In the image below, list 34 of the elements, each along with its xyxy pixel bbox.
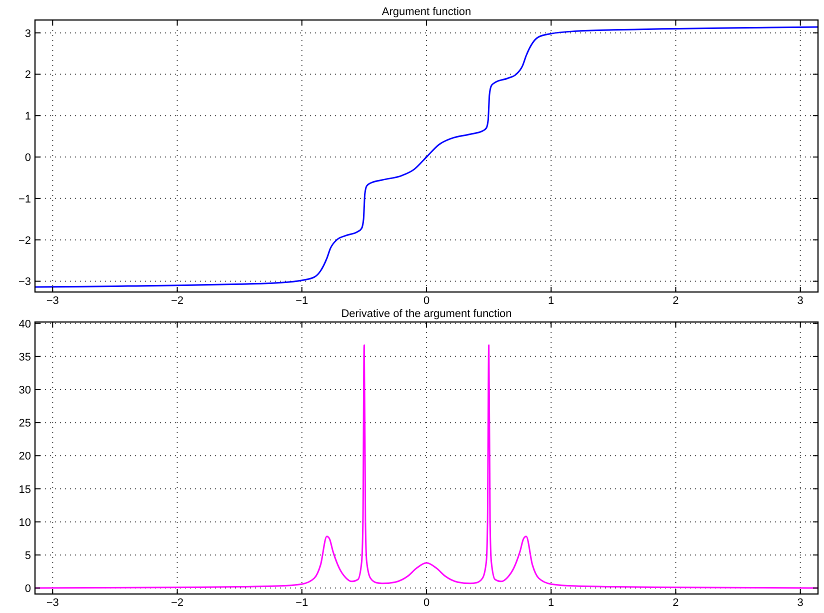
x-tick-label: −1	[296, 597, 308, 609]
y-tick-label: 10	[18, 516, 31, 529]
x-tick-label: 1	[548, 295, 554, 307]
y-tick-label: 20	[18, 450, 31, 463]
x-tick-label: −1	[296, 295, 308, 307]
y-tick-label: −2	[18, 234, 31, 247]
y-tick-label: −1	[18, 193, 31, 206]
y-tick-label: 1	[24, 110, 31, 123]
chart-title: Argument function	[382, 6, 472, 18]
y-tick-label: 15	[18, 484, 31, 496]
y-tick-label: 35	[18, 351, 31, 364]
x-tick-label: −2	[170, 295, 184, 307]
line-series	[34, 344, 819, 589]
y-tick-label: 0	[24, 583, 31, 596]
y-tick-label: 25	[18, 418, 31, 430]
y-tick-label: 40	[18, 318, 31, 330]
chart-title: Derivative of the argument function	[341, 308, 512, 320]
y-tick-label: 30	[18, 384, 31, 397]
y-tick-label: −3	[18, 276, 31, 288]
y-tick-label: 5	[24, 550, 31, 562]
x-tick-label: 0	[423, 597, 430, 609]
x-tick-label: 2	[672, 597, 679, 609]
x-tick-label: −3	[46, 295, 59, 307]
y-tick-label: 0	[24, 152, 31, 164]
x-tick-label: 0	[423, 295, 430, 307]
x-tick-label: 3	[797, 597, 804, 609]
x-tick-label: 2	[672, 295, 679, 307]
y-tick-label: 2	[24, 69, 31, 82]
y-tick-label: 3	[24, 28, 31, 40]
x-tick-label: −3	[46, 597, 59, 609]
x-tick-label: −2	[170, 597, 184, 609]
x-tick-label: 3	[797, 295, 804, 307]
line-series	[34, 26, 819, 288]
x-tick-label: 1	[548, 597, 554, 609]
